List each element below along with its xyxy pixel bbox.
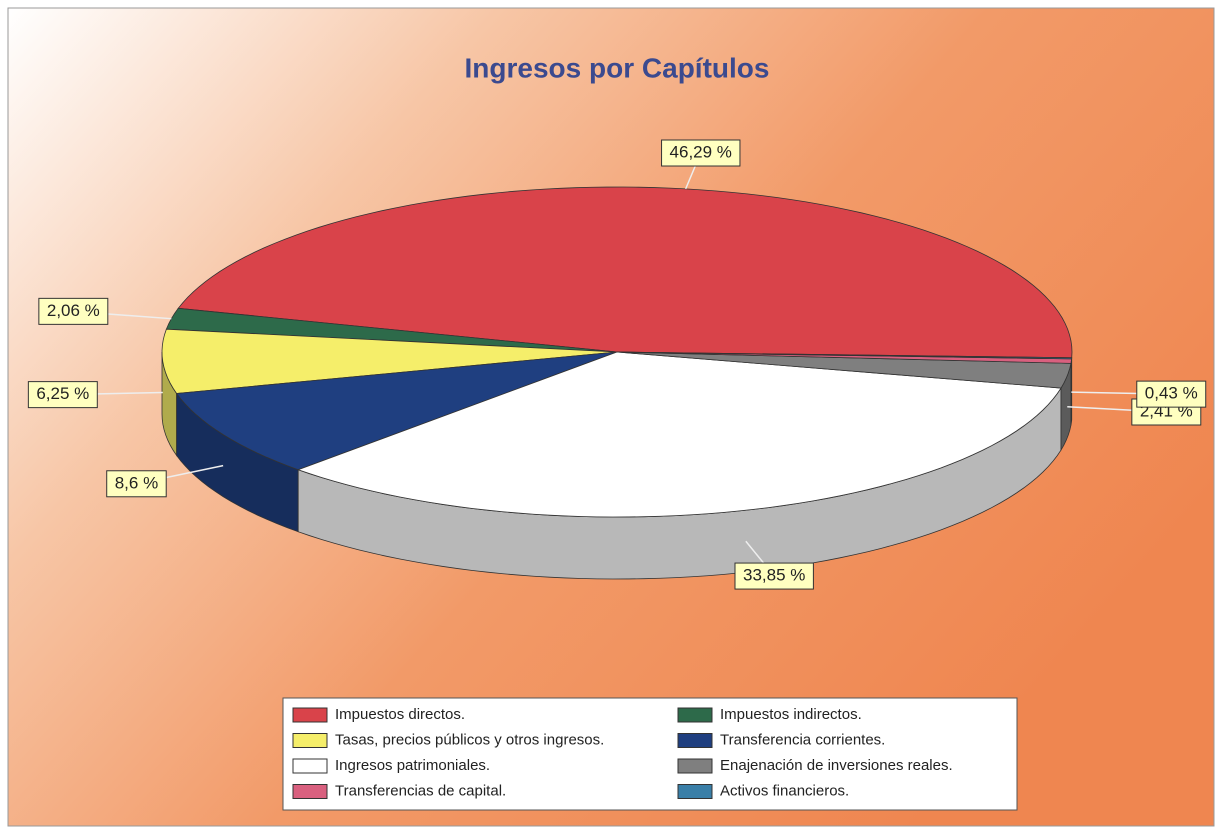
label-box — [38, 297, 109, 325]
data-label: 46,29 % — [670, 142, 732, 161]
legend-swatch — [292, 784, 328, 799]
legend-swatch — [677, 733, 713, 748]
slice — [177, 186, 1073, 359]
slice — [175, 351, 618, 471]
legend-label: Tasas, precios públicos y otros ingresos… — [335, 731, 604, 748]
label-box — [27, 381, 98, 409]
legend-label: Transferencias de capital. — [335, 782, 506, 799]
legend-swatch — [292, 733, 328, 748]
legend-label: Transferencia corrientes. — [720, 731, 885, 748]
label-box — [661, 139, 741, 167]
data-label: 33,85 % — [743, 566, 805, 585]
legend-swatch — [677, 758, 713, 774]
legend-swatch — [677, 707, 713, 723]
legend-swatch — [292, 707, 328, 723]
label-box — [734, 562, 814, 590]
legend-swatch — [677, 784, 713, 799]
data-label: 6,25 % — [36, 384, 89, 403]
legend-label: Ingresos patrimoniales. — [335, 757, 490, 774]
legend-label: Impuestos directos. — [335, 706, 465, 723]
label-box — [1136, 380, 1207, 408]
chart-title: Ingresos por Capítulos — [465, 52, 770, 83]
slice — [616, 351, 1073, 360]
legend-label: Impuestos indirectos. — [720, 706, 862, 723]
legend — [282, 697, 1018, 811]
data-label: 8,6 % — [115, 473, 158, 492]
slice — [616, 351, 1072, 389]
legend-label: Enajenación de inversiones reales. — [720, 757, 953, 774]
data-label: 2,06 % — [47, 301, 100, 320]
data-label: 0,43 % — [1145, 384, 1198, 403]
label-box — [106, 470, 167, 498]
legend-swatch — [292, 758, 328, 774]
legend-label: Activos financieros. — [720, 782, 849, 799]
slice — [161, 328, 618, 394]
slice — [297, 351, 1062, 518]
